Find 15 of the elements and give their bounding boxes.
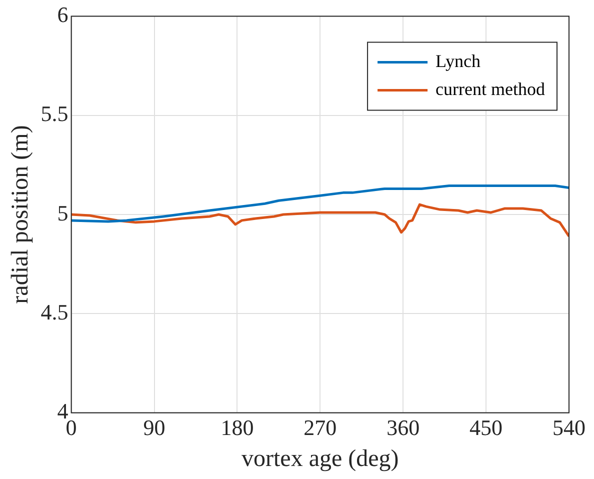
y-tick-label: 5.5: [40, 101, 68, 126]
x-tick-label: 450: [470, 414, 503, 440]
y-tick-label: 5: [57, 200, 68, 226]
y-tick-label: 4.5: [40, 299, 68, 324]
y-tick-label: 4: [57, 398, 68, 424]
x-tick-label: 270: [304, 414, 337, 440]
y-tick-label: 6: [57, 2, 68, 27]
y-axis-title: radial position (m): [8, 125, 34, 304]
x-tick-label: 90: [143, 414, 166, 440]
legend-label: Lynch: [436, 50, 481, 71]
x-tick-label: 540: [552, 414, 586, 440]
legend-label: current method: [436, 78, 546, 99]
x-axis-title: vortex age (deg): [242, 446, 399, 472]
x-tick-label: 180: [220, 414, 254, 440]
x-tick-label: 360: [386, 414, 420, 440]
